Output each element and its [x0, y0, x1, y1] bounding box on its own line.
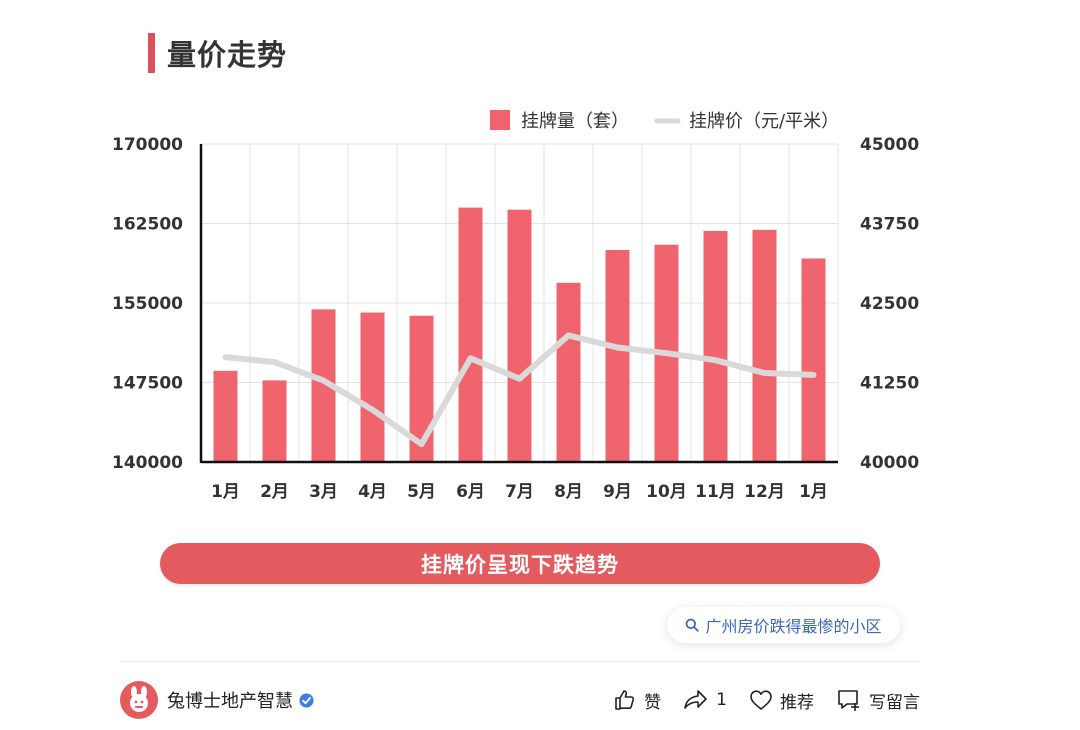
x-tick-label: 9月: [603, 482, 632, 502]
author-name[interactable]: 兔博士地产智慧: [167, 691, 293, 712]
x-tick-label: 1月: [799, 482, 828, 502]
recommend-button[interactable]: 推荐: [749, 688, 814, 713]
bar: [262, 380, 287, 462]
x-tick-label: 12月: [744, 482, 785, 502]
share-button[interactable]: 1: [683, 688, 727, 712]
line-point: [617, 347, 618, 349]
bar: [458, 207, 483, 462]
bar: [213, 370, 238, 462]
line-point: [274, 361, 275, 363]
like-button[interactable]: 赞: [613, 688, 661, 713]
bar: [752, 229, 777, 462]
heart-icon: [749, 689, 773, 711]
search-icon: [685, 618, 700, 632]
share-count: 1: [716, 690, 727, 710]
bar: [801, 258, 826, 462]
line-point: [225, 356, 226, 358]
post-actions: 赞 1 推荐: [591, 680, 920, 720]
chart-grid: [201, 143, 839, 462]
y-right-tick-label: 40000: [860, 453, 919, 473]
section-title: 量价走势: [167, 38, 288, 72]
y-right-tick-label: 41250: [860, 374, 919, 394]
trend-banner: 挂牌价呈现下跌趋势: [160, 543, 880, 584]
share-icon: [683, 688, 709, 712]
x-tick-label: 7月: [505, 482, 534, 502]
like-label: 赞: [644, 692, 662, 713]
chart: 170000 162500 155000 147500 140000 45000 43750…: [112, 110, 919, 502]
section-header: 量价走势: [148, 32, 287, 74]
footer-divider: [120, 661, 920, 662]
thumbs-up-icon: [613, 688, 637, 712]
bar: [360, 312, 385, 462]
line-point: [323, 380, 324, 382]
line-series: [222, 332, 817, 448]
banner-text: 挂牌价呈现下跌趋势: [421, 552, 619, 577]
y-left-tick-label: 170000: [112, 135, 183, 155]
line-point: [764, 372, 765, 374]
post-footer: 兔博士地产智慧 赞 1: [120, 680, 920, 720]
legend-bar-swatch: [490, 110, 510, 130]
line-point: [666, 352, 667, 354]
x-tick-label: 3月: [309, 482, 338, 502]
author-info[interactable]: 兔博士地产智慧: [120, 680, 314, 720]
y-left-tick-label: 147500: [112, 374, 183, 394]
x-tick-label: 2月: [260, 482, 289, 502]
y-left-tick-label: 155000: [112, 294, 183, 314]
x-tick-label: 5月: [407, 482, 436, 502]
line-point: [372, 409, 373, 411]
legend-bar-label: 挂牌量（套）: [521, 111, 629, 132]
x-tick-label: 11月: [695, 482, 736, 502]
comment-label: 写留言: [869, 692, 920, 713]
line-point: [519, 378, 520, 380]
tick-labels: 170000 162500 155000 147500 140000 45000 43750…: [112, 135, 919, 502]
legend-line-label: 挂牌价（元/平米）: [689, 111, 839, 132]
bar: [556, 282, 581, 462]
bar: [507, 209, 532, 462]
accent-bar: [148, 33, 155, 73]
related-search-chip[interactable]: 广州房价跌得最惨的小区: [667, 607, 900, 643]
x-tick-label: 4月: [358, 482, 387, 502]
y-left-tick-label: 162500: [112, 215, 183, 235]
line-point: [715, 359, 716, 361]
x-tick-label: 6月: [456, 482, 485, 502]
bar: [605, 250, 630, 462]
y-right-tick-label: 42500: [860, 294, 919, 314]
comment-button[interactable]: 写留言: [836, 688, 920, 713]
y-right-tick-label: 43750: [860, 215, 919, 235]
search-chip-label: 广州房价跌得最惨的小区: [705, 617, 882, 636]
line-point: [568, 334, 569, 336]
chart-legend: 挂牌量（套） 挂牌价（元/平米）: [490, 110, 839, 132]
line-point: [421, 443, 422, 445]
y-left-tick-label: 140000: [112, 453, 183, 473]
x-tick-label: 1月: [211, 482, 240, 502]
chart-axes: [199, 144, 838, 464]
recommend-label: 推荐: [780, 692, 814, 713]
y-right-tick-label: 45000: [860, 135, 919, 155]
verified-icon: [299, 693, 314, 708]
x-tick-label: 8月: [554, 482, 583, 502]
bar-series: [213, 207, 826, 462]
bar: [703, 230, 728, 462]
x-tick-label: 10月: [646, 482, 687, 502]
line-point: [813, 374, 814, 376]
avatar[interactable]: [120, 681, 158, 719]
comment-icon: [836, 688, 862, 712]
line-point: [470, 357, 471, 359]
